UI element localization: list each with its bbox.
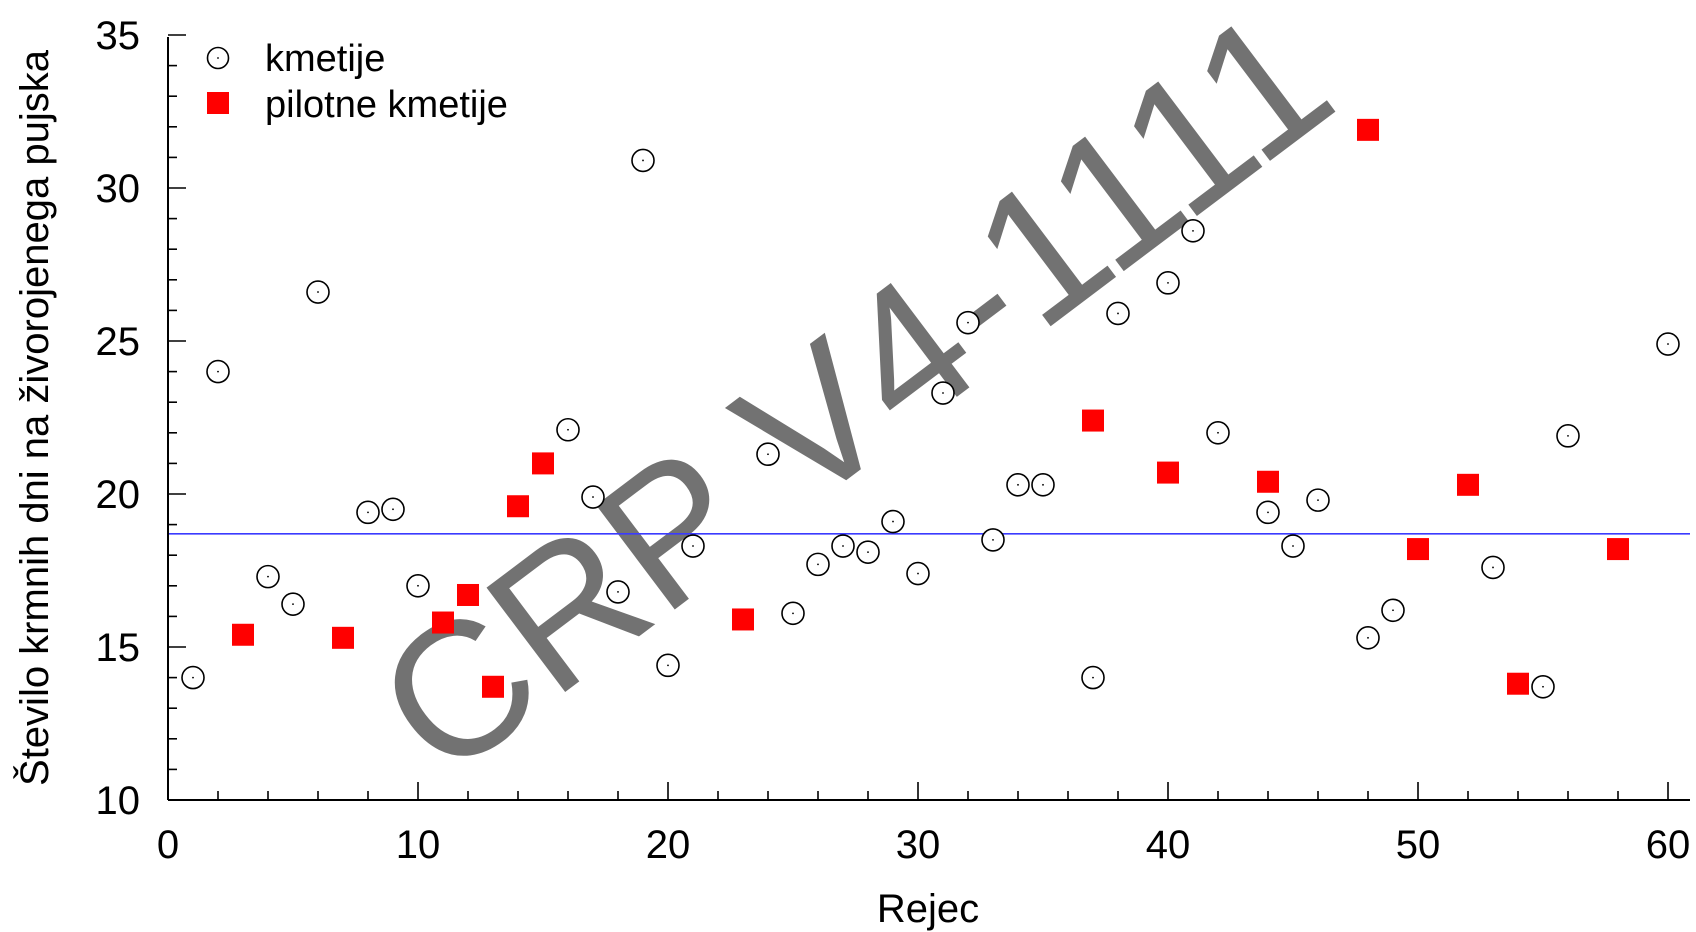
- x-tick-label: 10: [396, 823, 441, 867]
- pilotne-kmetije-point: [732, 608, 754, 631]
- x-tick-label: 60: [1646, 823, 1691, 867]
- kmetije-point-center: [1567, 434, 1569, 437]
- kmetije-point-center: [1042, 483, 1044, 486]
- pilotne-kmetije-point: [457, 583, 479, 606]
- kmetije-point-center: [1392, 609, 1394, 612]
- kmetije-point-center: [692, 545, 694, 547]
- points-layer: [181, 118, 1680, 699]
- kmetije-point-center: [842, 545, 844, 547]
- kmetije-point-center: [1667, 343, 1669, 345]
- kmetije-point-center: [767, 453, 769, 456]
- pilotne-kmetije-point: [1507, 672, 1529, 695]
- x-tick-label: 20: [646, 823, 691, 867]
- kmetije-point-center: [892, 520, 894, 523]
- kmetije-point-center: [1542, 685, 1544, 688]
- y-tick-label: 25: [96, 320, 141, 364]
- x-tick-label: 30: [896, 823, 941, 867]
- pilotne-kmetije-point: [232, 623, 254, 646]
- y-tick-label: 10: [96, 779, 141, 823]
- y-tick-label: 30: [96, 167, 141, 211]
- kmetije-point-center: [192, 676, 194, 679]
- kmetije-point-center: [317, 291, 319, 293]
- kmetije-point-center: [817, 563, 819, 566]
- kmetije-point-center: [292, 603, 294, 606]
- kmetije-point-center: [417, 584, 419, 587]
- kmetije-point-center: [1217, 431, 1219, 434]
- kmetije-point-center: [917, 572, 919, 575]
- kmetije-point-center: [1292, 545, 1294, 547]
- y-tick-label: 35: [96, 14, 141, 58]
- y-tick-label: 20: [96, 473, 141, 517]
- kmetije-point-center: [867, 551, 869, 554]
- kmetije-point-center: [1117, 312, 1119, 315]
- legend-label-pilotne-kmetije: pilotne kmetije: [265, 84, 508, 126]
- pilotne-kmetije-point: [532, 452, 554, 475]
- x-tick-label: 40: [1146, 823, 1191, 867]
- kmetije-point-center: [1267, 511, 1269, 514]
- y-axis-title: Število krmnih dni na živorojenega pujsk…: [12, 49, 57, 786]
- pilotne-kmetije-point: [482, 675, 504, 698]
- kmetije-point-center: [1167, 281, 1169, 284]
- pilotne-kmetije-point: [1157, 461, 1179, 484]
- pilotne-kmetije-point: [1407, 538, 1429, 561]
- x-tick-label: 0: [157, 823, 179, 867]
- pilotne-kmetije-point: [332, 626, 354, 649]
- kmetije-point-center: [642, 159, 644, 162]
- x-axis-title: Rejec: [877, 887, 979, 931]
- legend: kmetije pilotne kmetije: [206, 38, 508, 126]
- kmetije-point-center: [967, 321, 969, 324]
- kmetije-point-center: [392, 508, 394, 511]
- kmetije-point-center: [792, 612, 794, 615]
- legend-marker-pilotne-kmetije: [207, 92, 229, 114]
- kmetije-point-center: [267, 575, 269, 578]
- kmetije-point-center: [667, 664, 669, 667]
- pilotne-kmetije-point: [432, 611, 454, 634]
- legend-marker-kmetije-dot: [217, 57, 219, 59]
- pilotne-kmetije-point: [1257, 470, 1279, 493]
- kmetije-point-center: [1017, 483, 1019, 486]
- kmetije-point-center: [367, 511, 369, 514]
- pilotne-kmetije-point: [1357, 118, 1379, 141]
- kmetije-point-center: [1192, 229, 1194, 232]
- kmetije-point-center: [1367, 636, 1369, 639]
- x-tick-label: 50: [1396, 823, 1441, 867]
- pilotne-kmetije-point: [1607, 538, 1629, 561]
- pilotne-kmetije-point: [1457, 473, 1479, 496]
- kmetije-point-center: [217, 370, 219, 373]
- kmetije-point-center: [592, 496, 594, 498]
- kmetije-point-center: [617, 591, 619, 593]
- kmetije-point-center: [1092, 676, 1094, 679]
- kmetije-point-center: [567, 428, 569, 431]
- kmetije-point-center: [1317, 499, 1319, 502]
- kmetije-point-center: [942, 392, 944, 394]
- axes: 10 15 20 25 30 35 0 10 20 30 40 50 60: [96, 14, 1691, 867]
- kmetije-point-center: [1492, 566, 1494, 569]
- legend-label-kmetije: kmetije: [265, 38, 385, 80]
- pilotne-kmetije-point: [1082, 409, 1104, 432]
- kmetije-point-center: [992, 539, 994, 541]
- pilotne-kmetije-point: [507, 495, 529, 518]
- y-tick-label: 15: [96, 626, 141, 670]
